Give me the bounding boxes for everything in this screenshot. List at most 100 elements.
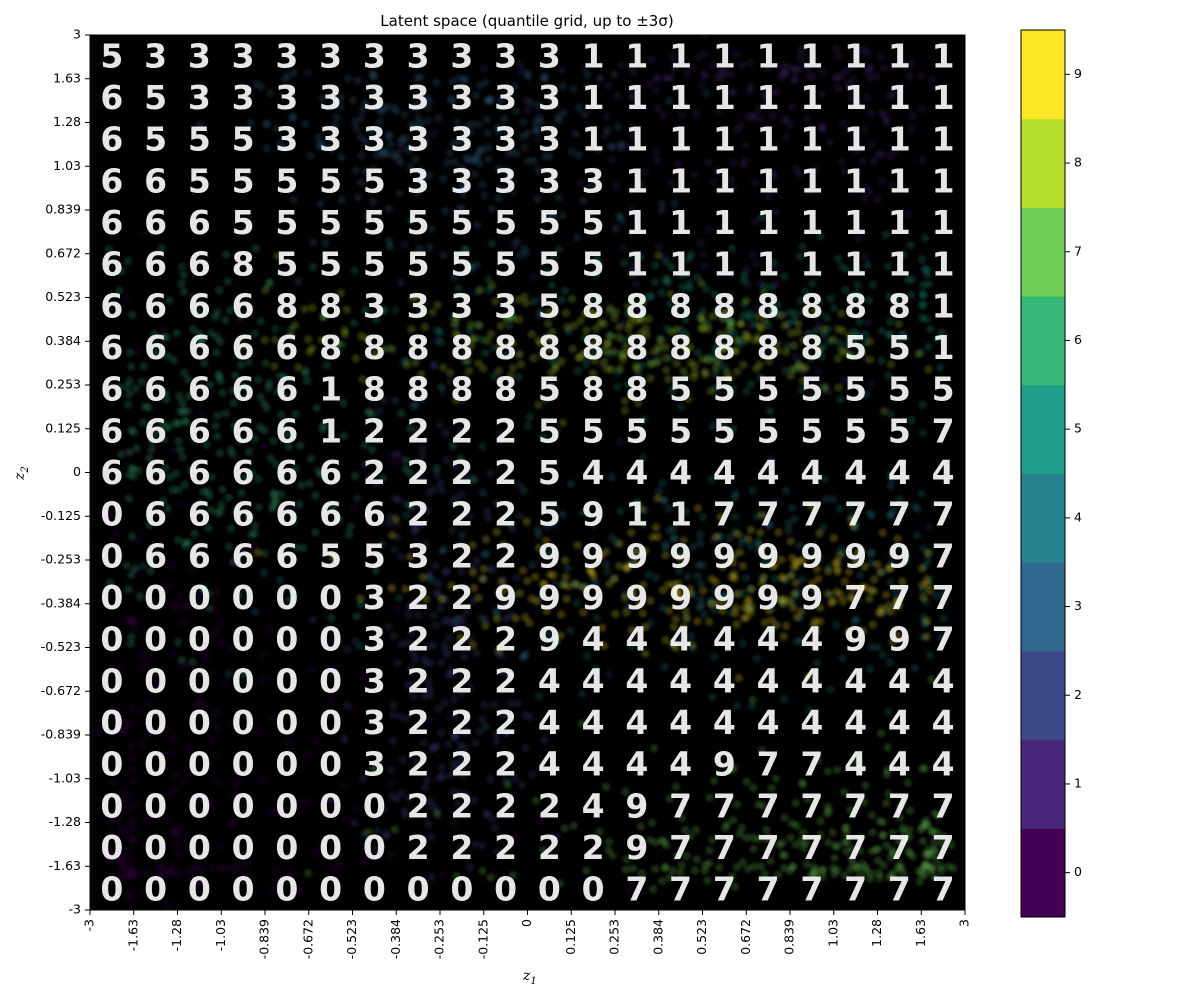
scatter-point [727, 175, 736, 184]
scatter-point [878, 817, 888, 827]
scatter-point [474, 120, 483, 129]
scatter-point [224, 670, 233, 679]
decoded-digit: 4 [582, 703, 605, 742]
scatter-point [178, 452, 187, 462]
scatter-point [785, 866, 794, 876]
scatter-point [446, 377, 455, 386]
scatter-point [308, 665, 317, 674]
scatter-point [698, 586, 708, 595]
scatter-point [833, 842, 842, 851]
decoded-digit: 0 [232, 745, 255, 784]
scatter-point [397, 552, 406, 561]
scatter-point [174, 849, 183, 859]
scatter-point [394, 593, 404, 602]
chart-title: Latent space (quantile grid, up to ±3σ) [380, 12, 673, 30]
scatter-point [361, 137, 370, 147]
scatter-point [791, 798, 800, 808]
scatter-point [411, 432, 420, 442]
scatter-point [791, 840, 801, 850]
decoded-digit: 4 [932, 703, 955, 742]
scatter-point [658, 586, 668, 595]
scatter-point [207, 668, 216, 677]
scatter-point [136, 707, 145, 716]
scatter-point [172, 329, 181, 338]
scatter-point [425, 716, 434, 725]
scatter-point [761, 91, 771, 101]
scatter-point [384, 519, 393, 528]
scatter-point [739, 614, 748, 623]
decoded-digit: 2 [450, 578, 473, 617]
scatter-point [876, 53, 886, 62]
scatter-point [780, 694, 789, 704]
scatter-point [466, 634, 475, 643]
decoded-digit: 1 [669, 78, 692, 117]
decoded-digit: 2 [450, 411, 473, 450]
decoded-digit: 6 [100, 161, 123, 200]
scatter-point [346, 522, 355, 531]
scatter-point [393, 149, 402, 158]
decoded-digit: 1 [932, 36, 955, 75]
scatter-point [395, 189, 404, 198]
decoded-digit: 6 [232, 328, 255, 367]
decoded-digit: 4 [800, 661, 823, 700]
scatter-point [253, 548, 262, 557]
scatter-point [513, 699, 522, 708]
decoded-digit: 8 [625, 370, 648, 409]
scatter-point [316, 199, 325, 208]
decoded-digit: 5 [625, 411, 648, 450]
decoded-digit: 6 [144, 328, 167, 367]
decoded-digit: 9 [757, 536, 780, 575]
scatter-point [437, 763, 447, 773]
scatter-point [388, 737, 398, 746]
scatter-point [918, 428, 927, 438]
scatter-point [712, 73, 722, 83]
scatter-point [195, 879, 204, 888]
scatter-point [651, 261, 660, 270]
scatter-point [142, 868, 151, 877]
scatter-point [605, 837, 614, 846]
scatter-point [863, 48, 872, 57]
scatter-point [240, 871, 250, 881]
scatter-point [536, 295, 545, 304]
decoded-digit: 1 [844, 245, 867, 284]
scatter-point [143, 813, 152, 822]
scatter-point [610, 313, 619, 323]
scatter-point [607, 365, 616, 374]
scatter-point [370, 845, 380, 854]
scatter-point [472, 648, 481, 658]
scatter-point [587, 181, 596, 190]
decoded-digit: 6 [363, 495, 386, 534]
decoded-digit: 2 [494, 703, 517, 742]
scatter-point [591, 165, 601, 175]
scatter-point [332, 113, 341, 122]
scatter-point [206, 798, 215, 807]
decoded-digit: 3 [494, 78, 517, 117]
scatter-point [845, 125, 854, 134]
scatter-point [652, 75, 662, 85]
scatter-point [742, 296, 751, 305]
scatter-point [369, 197, 378, 206]
decoded-digit: 1 [844, 120, 867, 159]
scatter-point [431, 621, 440, 630]
scatter-point [611, 224, 621, 233]
decoded-digit: 0 [275, 620, 298, 659]
scatter-point [580, 63, 589, 73]
cluster-3-points [196, 68, 711, 405]
scatter-point [459, 771, 468, 780]
scatter-point [303, 749, 313, 758]
decoded-digit: 1 [713, 203, 736, 242]
scatter-point [602, 112, 611, 121]
x-tick-label: 0 [519, 919, 534, 927]
decoded-digit: 7 [888, 578, 911, 617]
scatter-point [805, 71, 814, 81]
decoded-digit: 2 [450, 745, 473, 784]
decoded-digit: 0 [319, 745, 342, 784]
scatter-point [122, 719, 131, 728]
scatter-point [432, 588, 441, 597]
decoded-digit: 3 [363, 120, 386, 159]
scatter-point [647, 55, 656, 64]
decoded-digit: 7 [757, 495, 780, 534]
scatter-point [488, 564, 497, 574]
decoded-digit: 7 [800, 870, 823, 909]
scatter-point [300, 305, 309, 314]
